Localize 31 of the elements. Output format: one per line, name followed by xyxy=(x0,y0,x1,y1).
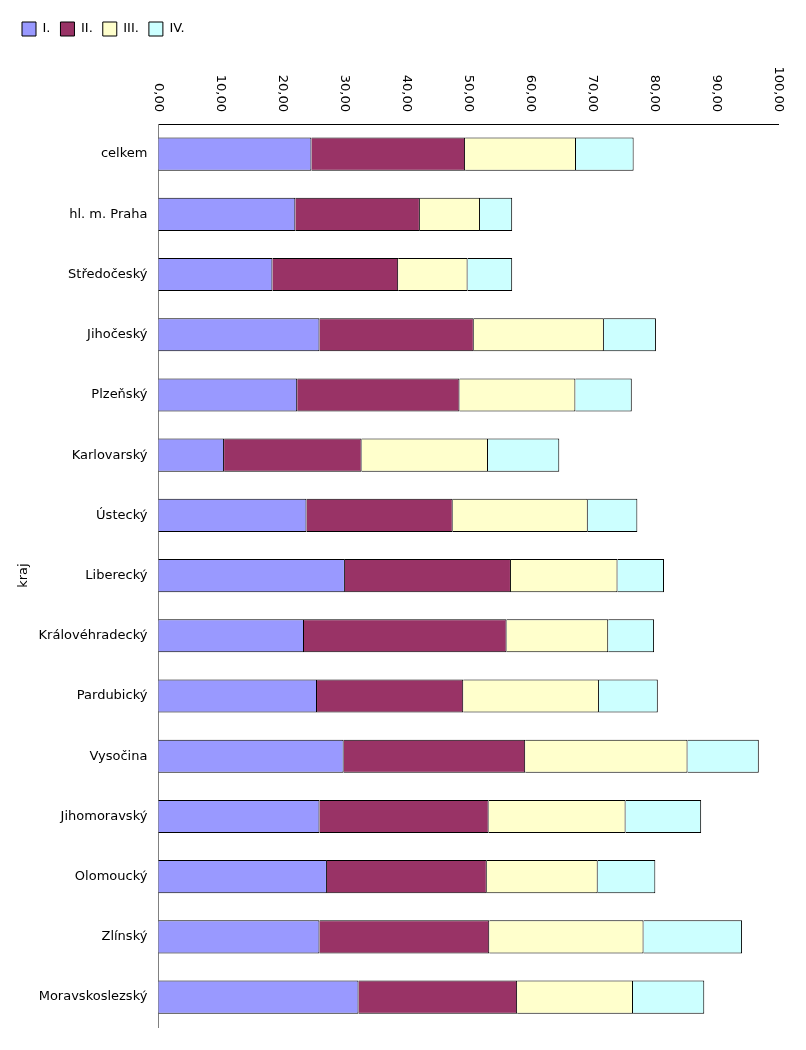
legend-label: III. xyxy=(123,20,139,36)
legend-label: II. xyxy=(80,20,93,36)
legend-label: IV. xyxy=(169,20,185,36)
x-tick-label: 100,00 xyxy=(771,66,787,112)
y-tick-label: Zlínský xyxy=(101,928,148,944)
y-tick-label: Moravskoslezský xyxy=(38,988,148,1004)
x-tick-label: 60,00 xyxy=(523,74,539,112)
x-tick-label: 70,00 xyxy=(585,74,601,112)
y-tick-label: Královéhradecký xyxy=(38,627,148,643)
x-tick-label: 80,00 xyxy=(647,74,663,112)
x-tick-label: 90,00 xyxy=(709,74,725,112)
y-tick-label: Středočeský xyxy=(68,265,148,281)
x-tick-label: 50,00 xyxy=(461,74,477,112)
y-tick-label: Jihomoravský xyxy=(59,807,148,823)
x-tick-label: 10,00 xyxy=(213,74,229,112)
y-axis-title: kraj xyxy=(15,563,31,588)
x-tick-label: 20,00 xyxy=(275,74,291,112)
y-tick-label: Vysočina xyxy=(89,747,148,763)
x-tick-label: 40,00 xyxy=(399,74,415,112)
legend-label: I. xyxy=(42,20,51,36)
y-tick-label: Karlovarský xyxy=(71,446,148,462)
y-tick-label: Olomoucký xyxy=(74,868,148,884)
y-tick-label: Pardubický xyxy=(76,687,148,703)
y-tick-label: hl. m. Praha xyxy=(69,205,148,221)
y-tick-label: Liberecký xyxy=(85,566,148,582)
y-tick-label: Plzeňský xyxy=(91,386,148,402)
x-tick-label: 30,00 xyxy=(337,74,353,112)
y-tick-label: celkem xyxy=(100,145,148,161)
y-tick-label: Ústecký xyxy=(96,506,148,522)
x-tick-label: 0,00 xyxy=(152,83,168,112)
y-tick-label: Jihočeský xyxy=(86,326,148,342)
